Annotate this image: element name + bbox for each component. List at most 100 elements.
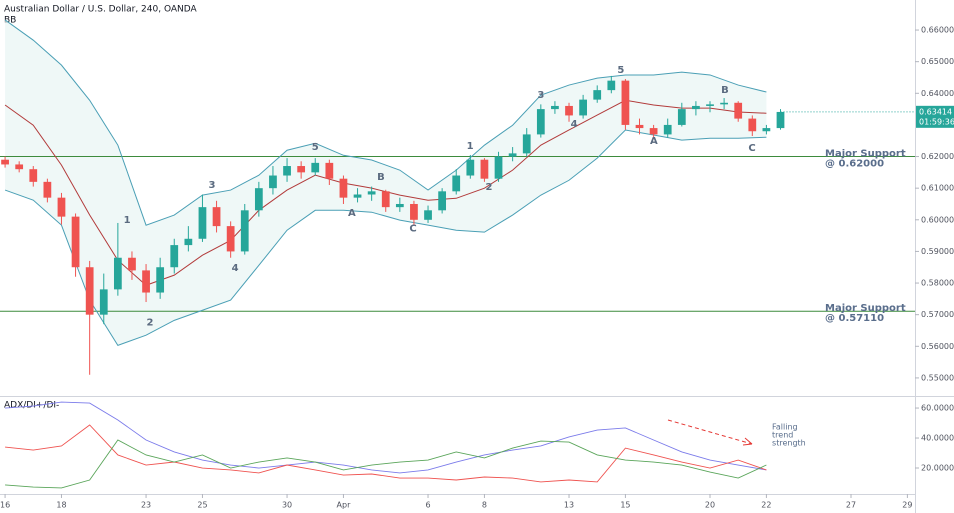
support-label: Major Support (825, 303, 906, 314)
y-tick-label: 0.66000 (921, 26, 954, 35)
candle-body (536, 109, 545, 135)
candle-body (311, 162, 320, 173)
candle-body (607, 80, 616, 91)
candle-body (410, 203, 418, 220)
candle-body (452, 175, 461, 192)
candle-body (692, 105, 700, 110)
x-tick-label: 20 (705, 501, 715, 510)
candle-body (734, 102, 743, 119)
candle-body (15, 164, 24, 170)
candle-body (367, 191, 376, 195)
y-tick-label: 0.56000 (921, 342, 954, 351)
annotation: Falling (772, 423, 798, 432)
y-tick-label: 0.64000 (921, 89, 954, 98)
support-label: @ 0.62000 (825, 159, 884, 170)
candle-body (170, 245, 179, 268)
x-tick-label: 22 (761, 501, 771, 510)
candle-body (254, 188, 263, 211)
y-tick-label: 0.57000 (921, 310, 954, 319)
candle-body (748, 118, 757, 132)
band-fill (5, 19, 767, 346)
candle-body (776, 111, 785, 129)
candle-body (71, 216, 80, 268)
indicator-label: BB (4, 16, 16, 26)
x-tick-label: 8 (482, 501, 487, 510)
x-tick-label: 23 (141, 501, 151, 510)
candle-body (663, 124, 672, 135)
y-tick-label: 60.000000 (921, 404, 954, 413)
candle-body (551, 105, 559, 110)
x-tick-label: 27 (846, 501, 856, 510)
wave-label: 4 (571, 119, 578, 130)
x-tick-label: 6 (425, 501, 430, 510)
candle-body (593, 90, 602, 100)
arrow (667, 419, 753, 445)
candle-body (424, 210, 432, 220)
candle-body (85, 267, 94, 315)
candle-body (494, 156, 503, 179)
candle-body (480, 159, 489, 179)
candle-body (99, 289, 108, 315)
support-label: @ 0.57110 (825, 313, 884, 324)
indicator-line (5, 439, 767, 489)
x-tick-label: 25 (197, 501, 207, 510)
last-price-label: 0.63414 (919, 107, 952, 116)
chart-title: Australian Dollar / U.S. Dollar, 240, OA… (4, 5, 198, 15)
wave-label: 1 (124, 215, 131, 226)
candle-body (649, 128, 658, 135)
candle-body (466, 159, 475, 176)
candle-body (128, 257, 136, 271)
candle-body (325, 162, 334, 179)
candle-body (226, 226, 235, 252)
x-tick-label: 15 (620, 501, 630, 510)
bb-upper (4, 19, 767, 226)
candle-body (438, 191, 447, 211)
wave-label: C (748, 143, 755, 154)
wave-label: 4 (232, 263, 239, 274)
candle-body (621, 80, 630, 125)
indicator-line (5, 424, 767, 483)
candle-body (240, 210, 249, 252)
wave-label: A (348, 208, 356, 219)
candle-body (29, 169, 38, 182)
candle-body (762, 128, 771, 132)
candle-body (353, 194, 362, 198)
wave-label: 5 (312, 142, 319, 153)
x-tick-label: 16 (0, 501, 10, 510)
arrow-head (742, 437, 753, 446)
x-tick-label: 13 (564, 501, 574, 510)
x-tick-label: 30 (282, 501, 292, 510)
y-tick-label: 0.61000 (921, 184, 954, 193)
last-price-tag (916, 105, 954, 128)
y-tick-label: 0.65000 (921, 57, 954, 66)
candle-body (635, 124, 644, 129)
x-tick-label: Apr (337, 501, 352, 510)
candle-body (565, 105, 573, 116)
indicator-label: ADX/DI+/DI- (4, 401, 59, 411)
y-tick-label: 0.59000 (921, 247, 954, 256)
wave-label: A (650, 136, 658, 147)
candle-body (43, 181, 52, 198)
candle-body (113, 257, 122, 290)
candle-body (57, 197, 66, 217)
candle-body (184, 238, 193, 246)
y-tick-label: 0.55000 (921, 373, 954, 382)
y-tick-label: 0.62000 (921, 152, 954, 161)
candle-body (1, 159, 9, 165)
annotation: trend (772, 431, 793, 440)
wave-label: B (377, 172, 385, 183)
wave-label: 2 (147, 317, 154, 328)
x-tick-label: 29 (902, 501, 912, 510)
candle-body (395, 203, 404, 208)
wave-label: 3 (537, 90, 544, 101)
y-tick-label: 20.000000 (921, 464, 954, 473)
indicator-line (5, 401, 767, 474)
candle-body (706, 104, 714, 106)
candle-body (142, 270, 150, 293)
wave-label: C (409, 223, 416, 234)
candle-body (579, 99, 587, 116)
support-label: Major Support (825, 149, 906, 160)
annotation: strength (772, 439, 806, 448)
candle-body (720, 102, 728, 105)
